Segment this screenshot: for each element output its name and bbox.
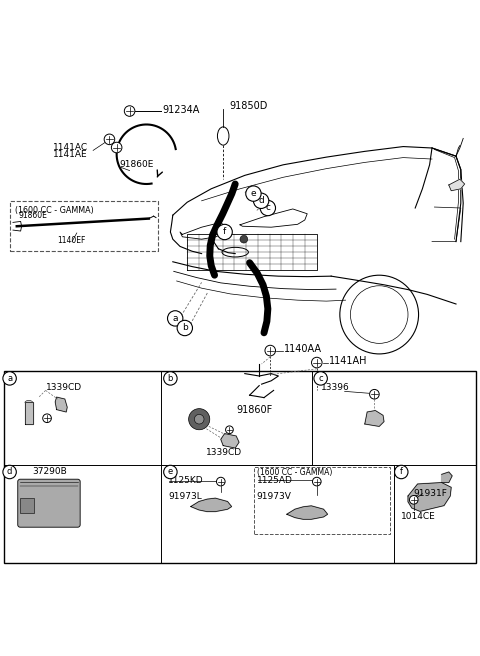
Text: 1125AD: 1125AD [257, 476, 293, 485]
Circle shape [168, 311, 183, 326]
Bar [20, 499, 34, 513]
Text: f: f [400, 468, 403, 476]
Text: c: c [318, 374, 323, 383]
Circle shape [216, 478, 225, 486]
Circle shape [314, 372, 327, 385]
Polygon shape [221, 434, 239, 448]
Text: 91860E: 91860E [18, 211, 47, 220]
Text: f: f [223, 228, 226, 237]
Circle shape [370, 390, 379, 399]
Text: 1140EF: 1140EF [58, 236, 86, 245]
Text: a: a [7, 374, 12, 383]
Circle shape [164, 465, 177, 479]
Text: 1339CD: 1339CD [46, 384, 82, 392]
Bar [4, 371, 476, 564]
Polygon shape [442, 472, 452, 483]
Text: e: e [251, 189, 256, 198]
Circle shape [395, 465, 408, 479]
Polygon shape [408, 483, 451, 512]
Circle shape [246, 186, 261, 201]
Text: d: d [7, 468, 12, 476]
Circle shape [3, 372, 16, 385]
Circle shape [43, 414, 51, 422]
Circle shape [164, 372, 177, 385]
Polygon shape [365, 411, 384, 426]
Text: 1125KD: 1125KD [168, 476, 204, 485]
Circle shape [260, 200, 276, 216]
Text: (1600 CC - GAMMA): (1600 CC - GAMMA) [15, 205, 94, 215]
Circle shape [265, 345, 276, 356]
Polygon shape [25, 402, 33, 424]
Polygon shape [55, 397, 67, 412]
Circle shape [124, 106, 135, 116]
Text: 1339CD: 1339CD [206, 448, 242, 457]
Text: c: c [265, 203, 270, 213]
Text: 1141AH: 1141AH [329, 356, 367, 366]
Text: b: b [168, 374, 173, 383]
Circle shape [226, 426, 233, 434]
Circle shape [111, 142, 122, 153]
Polygon shape [449, 179, 465, 191]
Circle shape [312, 358, 322, 368]
Circle shape [104, 134, 115, 144]
Ellipse shape [25, 400, 33, 404]
Circle shape [217, 224, 232, 239]
Circle shape [3, 465, 16, 479]
Text: b: b [182, 323, 188, 333]
Polygon shape [287, 506, 327, 520]
Text: 1140AA: 1140AA [284, 344, 322, 354]
Text: a: a [172, 314, 178, 323]
Text: 1141AE: 1141AE [53, 150, 87, 159]
Text: (1600 CC - GAMMA): (1600 CC - GAMMA) [257, 468, 332, 476]
Text: e: e [168, 468, 173, 476]
Circle shape [189, 409, 210, 430]
Circle shape [240, 236, 248, 243]
Text: 37290B: 37290B [33, 466, 67, 476]
Text: 91973V: 91973V [257, 493, 292, 501]
Text: 91973L: 91973L [168, 493, 202, 501]
FancyBboxPatch shape [18, 479, 80, 527]
Circle shape [194, 415, 204, 424]
Circle shape [253, 193, 269, 209]
Circle shape [312, 478, 321, 486]
Text: 91860F: 91860F [236, 405, 273, 415]
Text: 1014CE: 1014CE [401, 512, 435, 521]
Text: 91850D: 91850D [229, 101, 267, 112]
Text: 91234A: 91234A [162, 104, 200, 115]
Bar [254, 467, 390, 535]
Bar [10, 201, 158, 251]
Circle shape [177, 320, 192, 336]
Polygon shape [191, 498, 231, 512]
Text: d: d [258, 196, 264, 205]
Text: 91931F: 91931F [414, 489, 448, 498]
Circle shape [409, 495, 418, 504]
Text: 91860E: 91860E [119, 160, 154, 169]
Text: 1141AC: 1141AC [53, 142, 88, 152]
Text: 13396: 13396 [321, 384, 349, 392]
